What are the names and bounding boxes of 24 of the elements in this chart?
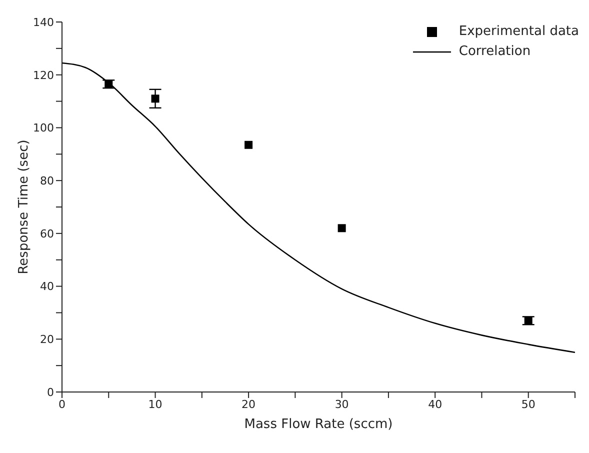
point — [524, 316, 532, 325]
y-tick-label: 60 — [40, 227, 54, 240]
x-tick-label: 30 — [334, 398, 349, 411]
point — [338, 224, 346, 232]
x-tick-label: 50 — [521, 398, 536, 411]
y-tick-label: 20 — [40, 333, 54, 346]
x-tick-label: 0 — [58, 398, 66, 411]
x-tick-label: 20 — [242, 398, 256, 411]
point — [104, 80, 113, 88]
y-tick-label: 0 — [47, 386, 54, 399]
point — [244, 140, 253, 149]
legend-label: Correlation — [458, 43, 531, 61]
y-tick-label: 40 — [40, 280, 54, 294]
point — [151, 94, 160, 103]
y-axis-title: Response Time (sec) — [16, 140, 32, 274]
legend-label: Experimental data — [458, 23, 579, 41]
x-tick-label: 10 — [148, 398, 162, 411]
line-series — [62, 62, 575, 354]
x-tick-label: 40 — [428, 398, 442, 411]
y-tick-label: 120 — [33, 68, 54, 82]
y-tick-label: 100 — [33, 122, 54, 135]
y-tick-label: 140 — [33, 16, 54, 29]
x-axis-title: Mass Flow Rate (sccm) — [244, 417, 393, 432]
y-tick-label: 80 — [40, 174, 54, 188]
